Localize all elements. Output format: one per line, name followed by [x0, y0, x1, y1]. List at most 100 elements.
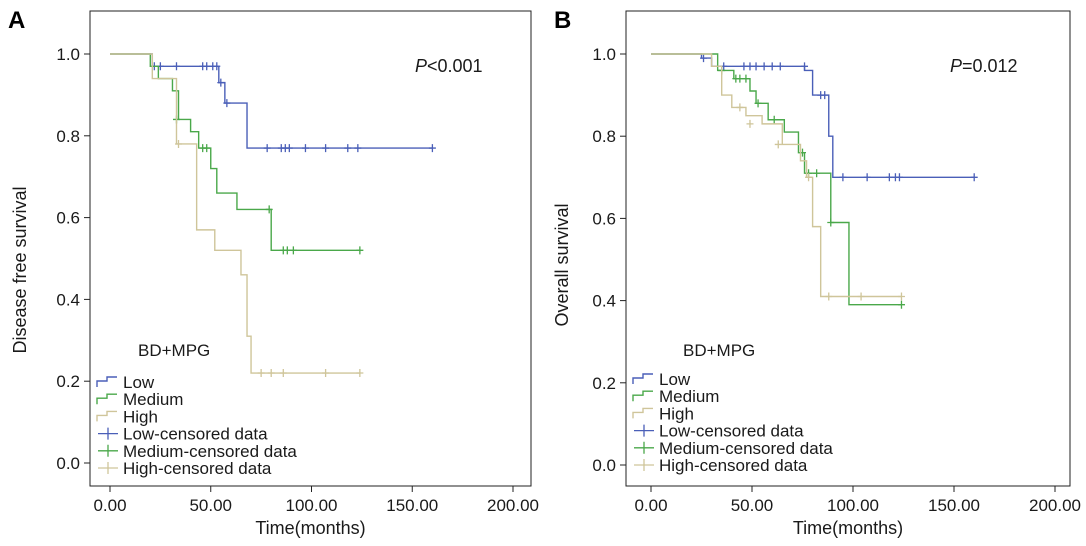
censor-mark	[825, 292, 833, 301]
y-tick-label: 0.2	[592, 374, 616, 393]
legend-entry: Low	[123, 373, 155, 392]
x-axis-label: Time(months)	[255, 518, 365, 538]
panel-A: A 0.0 0.2 0.4 0.6 0.8 1.0 0.00 50.00 100.00 150.00…	[8, 7, 539, 538]
censor-mark	[970, 173, 978, 182]
series-low	[651, 53, 978, 182]
censor-mark	[213, 62, 221, 71]
legend-symbol-line	[632, 390, 653, 402]
p-value-annotation: P<0.001	[415, 56, 483, 76]
censor-mark	[746, 62, 754, 71]
legend-symbol-line	[96, 393, 117, 405]
censor-mark	[805, 173, 813, 182]
y-tick-label: 0.2	[56, 372, 80, 391]
censor-mark	[283, 246, 291, 255]
censor-mark	[897, 300, 905, 309]
censor-mark	[821, 91, 829, 100]
censor-mark	[223, 99, 231, 108]
censor-mark	[356, 369, 364, 378]
censor-mark	[863, 173, 871, 182]
y-axis-label: Overall survival	[552, 203, 572, 326]
x-axis-label: Time(months)	[793, 518, 903, 538]
legend-symbol-censor	[98, 462, 118, 474]
censor-mark	[776, 62, 784, 71]
censor-mark	[285, 144, 293, 153]
x-tick-label: 0.00	[634, 496, 667, 515]
survival-curve-high	[110, 53, 360, 374]
legend-entry: Medium	[123, 390, 183, 409]
y-tick-label: 0.6	[56, 209, 80, 228]
legend-symbol-censor	[634, 424, 654, 437]
censor-mark	[354, 144, 362, 153]
censor-mark	[322, 144, 330, 153]
legend-title: BD+MPG	[683, 341, 755, 360]
censor-mark	[203, 62, 211, 71]
panel-letter: A	[8, 7, 25, 34]
legend-entry: High-censored data	[123, 459, 272, 478]
censor-mark	[740, 62, 748, 71]
legend-entry: Medium-censored data	[123, 442, 297, 461]
censor-mark	[839, 173, 847, 182]
p-symbol: P	[415, 56, 427, 76]
censor-mark	[885, 173, 893, 182]
series-medium	[110, 53, 364, 255]
legend-symbol-censor	[634, 459, 654, 471]
censor-mark	[175, 139, 183, 148]
censor-mark	[700, 54, 708, 63]
censor-mark	[770, 115, 778, 124]
panel-letter: B	[554, 7, 571, 34]
legend-entry: Low-censored data	[659, 422, 804, 441]
censor-mark	[746, 119, 754, 128]
series-medium	[651, 53, 905, 309]
y-tick-label: 0.8	[592, 127, 616, 146]
legend-entry: Medium-censored data	[659, 439, 833, 458]
censor-mark	[760, 62, 768, 71]
censor-mark	[203, 144, 211, 153]
x-tick-label: 150.00	[928, 496, 980, 515]
censor-mark	[279, 369, 287, 378]
censor-mark	[344, 144, 352, 153]
censor-mark	[217, 78, 225, 87]
x-tick-label: 150.00	[386, 496, 438, 515]
censor-mark	[736, 103, 744, 112]
legend-entry: High	[659, 404, 694, 423]
y-axis-label: Disease free survival	[10, 186, 30, 353]
censor-mark	[356, 246, 364, 255]
x-tick-label: 100.00	[286, 496, 338, 515]
y-tick-label: 1.0	[56, 45, 80, 64]
p-value-text: =0.012	[962, 56, 1018, 76]
censor-mark	[897, 292, 905, 301]
censor-mark	[263, 144, 271, 153]
x-tick-label: 100.00	[827, 496, 879, 515]
plot-frame	[625, 10, 1071, 487]
censor-mark	[289, 246, 297, 255]
series-high	[651, 53, 905, 301]
legend-symbol-line	[632, 373, 653, 384]
censor-mark	[322, 369, 330, 378]
censor-mark	[895, 173, 903, 182]
legend-title: BD+MPG	[138, 341, 210, 360]
y-tick-label: 0.0	[592, 456, 616, 475]
censor-mark	[267, 369, 275, 378]
legend-entry: Low	[659, 370, 691, 389]
censor-mark	[774, 140, 782, 149]
legend-symbol-line	[632, 407, 653, 419]
legend-entry: Medium	[659, 387, 719, 406]
legend-symbol-line	[96, 410, 117, 422]
panel-B: B 0.0 0.2 0.4 0.6 0.8 1.0 0.00 50.00 100.00 150.00…	[552, 7, 1081, 538]
legend-entry: High	[123, 407, 158, 426]
censor-mark	[742, 74, 750, 83]
censor-mark	[301, 144, 309, 153]
series-high	[110, 53, 364, 378]
x-tick-label: 50.00	[731, 496, 774, 515]
plot-frame	[89, 10, 532, 487]
legend-entry: Low-censored data	[123, 425, 268, 444]
censor-mark	[857, 292, 865, 301]
censor-mark	[752, 62, 760, 71]
survival-curve-low	[651, 53, 975, 178]
legend-symbol-line	[96, 376, 117, 387]
p-value-annotation: P=0.012	[950, 56, 1018, 76]
censor-mark	[257, 369, 265, 378]
